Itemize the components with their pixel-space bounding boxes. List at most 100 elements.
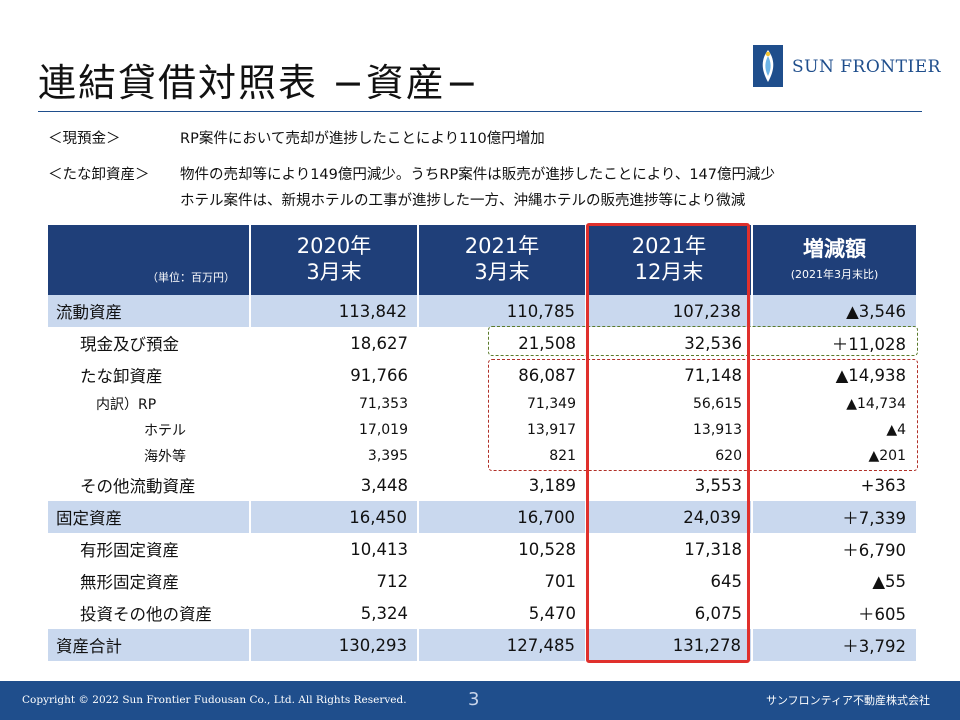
inventory-highlight-box (488, 359, 918, 471)
cell-value: 13,913 (693, 422, 742, 438)
cell-change: ＋11,028 (831, 335, 906, 354)
cell-value: 17,019 (359, 422, 408, 438)
cell-value: 3,189 (528, 475, 576, 495)
table-row: ホテル 17,019 13,917 13,913 ▲4 (48, 417, 916, 443)
row-label: 有形固定資産 (80, 541, 179, 560)
sun-frontier-logo-icon (753, 45, 783, 87)
header-2021-12-year: 2021年 (631, 234, 707, 258)
cell-value: 3,448 (360, 475, 408, 495)
company-name: サンフロンティア不動産株式会社 (765, 694, 930, 707)
dec-2021-column-highlight (586, 223, 750, 663)
row-label: 内訳）RP (96, 397, 157, 413)
cell-value: 17,318 (684, 539, 742, 559)
cell-value: 71,148 (684, 365, 742, 385)
cell-change: ＋7,339 (752, 501, 916, 533)
unit-header-cell: （単位：百万円） (48, 225, 251, 294)
table-row: 資産合計 130,293 127,485 131,278 ＋3,792 (48, 629, 916, 661)
copyright-text: Copyright © 2022 Sun Frontier Fudousan C… (22, 694, 407, 706)
note-inventory-text-2: ホテル案件は、新規ホテルの工事が進捗した一方、沖縄ホテルの販売進捗等により微減 (180, 193, 746, 209)
cell-change: ＋605 (858, 605, 906, 624)
table-row: その他流動資産 3,448 3,189 3,553 +363 (48, 469, 916, 501)
row-label: その他流動資産 (80, 477, 196, 496)
cell-value: 5,470 (528, 603, 576, 623)
note-cash: ＜現預金＞ (48, 127, 121, 148)
cell-value: 13,917 (527, 422, 576, 438)
cell-value: 21,508 (518, 333, 576, 353)
header-2020-03-month: 3月末 (306, 260, 362, 284)
logo-text: SUN FRONTIER (792, 57, 941, 77)
cell-value: 10,528 (518, 539, 576, 559)
table-row: 現金及び預金 18,627 21,508 32,536 ＋11,028 (48, 327, 916, 359)
cell-value: 16,700 (418, 501, 587, 533)
cell-value: 107,238 (586, 293, 753, 327)
cell-change: ▲4 (886, 422, 906, 438)
row-label: 流動資産 (48, 293, 251, 327)
row-label: 投資その他の資産 (80, 605, 212, 624)
cell-value: 113,842 (250, 293, 419, 327)
header-2021-03: 2021年 3月末 (418, 225, 587, 294)
unit-label: （単位：百万円） (147, 271, 235, 284)
cell-value: 130,293 (250, 629, 419, 661)
cell-value: 127,485 (418, 629, 587, 661)
table-row: 海外等 3,395 821 620 ▲201 (48, 443, 916, 469)
header-2021-03-month: 3月末 (474, 260, 530, 284)
table-header-row: （単位：百万円） 2020年 3月末 2021年 3月末 2021年 12月末 … (48, 225, 916, 294)
cell-value: 131,278 (586, 629, 753, 661)
cell-value: 645 (710, 571, 743, 591)
row-label: 現金及び預金 (80, 335, 179, 354)
cell-value: 821 (549, 448, 576, 464)
cell-value: 32,536 (684, 333, 742, 353)
page-title: 連結貸借対照表 −資産− (38, 61, 480, 105)
header-2021-12: 2021年 12月末 (586, 225, 753, 294)
header-change-title: 増減額 (803, 237, 866, 261)
table-row: 内訳）RP 71,353 71,349 56,615 ▲14,734 (48, 391, 916, 417)
cell-change: ＋3,792 (752, 629, 916, 661)
table-row: 流動資産 113,842 110,785 107,238 ▲3,546 (48, 293, 916, 327)
cell-value: 71,353 (359, 396, 408, 412)
row-label: 資産合計 (48, 629, 251, 661)
cell-change: ▲201 (868, 448, 907, 464)
cell-value: 56,615 (693, 396, 742, 412)
cell-value: 712 (376, 571, 409, 591)
cell-change: ▲14,938 (835, 365, 906, 385)
cell-change: ▲55 (872, 571, 906, 591)
row-label: 海外等 (144, 449, 186, 465)
header-2020-03: 2020年 3月末 (250, 225, 419, 294)
note-cash-text: RP案件において売却が進捗したことにより110億円増加 (180, 131, 545, 147)
cell-value: 3,395 (367, 448, 408, 464)
note-inventory-text-1: 物件の売却等により149億円減少。うちRP案件は販売が進捗したことにより、147… (180, 167, 776, 183)
page-number: 3 (468, 689, 480, 710)
cell-value: 701 (544, 571, 577, 591)
header-2021-03-year: 2021年 (464, 234, 540, 258)
company-logo: SUN FRONTIER (752, 44, 940, 90)
header-change: 増減額 (2021年3月末比) (752, 225, 916, 294)
table-row: 有形固定資産 10,413 10,528 17,318 ＋6,790 (48, 533, 916, 565)
header-2020-03-year: 2020年 (296, 234, 372, 258)
row-label: ホテル (144, 423, 186, 439)
cell-value: 86,087 (518, 365, 576, 385)
cell-change: ▲3,546 (752, 293, 916, 327)
row-label: 固定資産 (48, 501, 251, 533)
table-row: 無形固定資産 712 701 645 ▲55 (48, 565, 916, 597)
cell-value: 71,349 (527, 396, 576, 412)
table-row: 固定資産 16,450 16,700 24,039 ＋7,339 (48, 501, 916, 533)
cell-value: 6,075 (694, 603, 742, 623)
table-row: たな卸資産 91,766 86,087 71,148 ▲14,938 (48, 359, 916, 391)
balance-sheet-table: （単位：百万円） 2020年 3月末 2021年 3月末 2021年 12月末 … (48, 225, 916, 661)
cell-value: 620 (715, 448, 742, 464)
cell-value: 10,413 (350, 539, 408, 559)
header-2021-12-month: 12月末 (634, 260, 704, 284)
footer-bar: Copyright © 2022 Sun Frontier Fudousan C… (0, 681, 960, 720)
cell-value: 16,450 (250, 501, 419, 533)
table-row: 投資その他の資産 5,324 5,470 6,075 ＋605 (48, 597, 916, 629)
cell-value: 24,039 (586, 501, 753, 533)
cell-value: 3,553 (694, 475, 742, 495)
cell-change: +363 (860, 475, 906, 495)
cell-change: ＋6,790 (842, 541, 906, 560)
cell-change: ▲14,734 (846, 396, 906, 412)
cash-highlight-box (488, 326, 918, 356)
cell-value: 91,766 (350, 365, 408, 385)
row-label: 無形固定資産 (80, 573, 179, 592)
row-label: たな卸資産 (80, 367, 163, 386)
header-change-note: (2021年3月末比) (790, 268, 879, 281)
